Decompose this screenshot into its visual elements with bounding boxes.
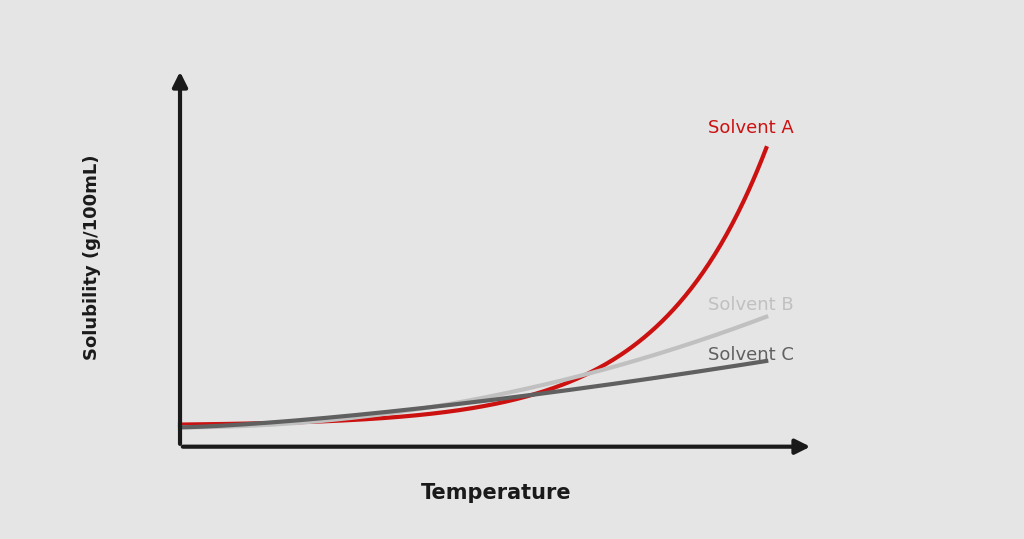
Text: Solubility (g/100mL): Solubility (g/100mL) (83, 154, 101, 360)
Text: Solvent C: Solvent C (708, 345, 794, 363)
Text: Solvent A: Solvent A (708, 119, 794, 137)
Text: Temperature: Temperature (421, 483, 571, 503)
Text: Solvent B: Solvent B (708, 296, 794, 314)
